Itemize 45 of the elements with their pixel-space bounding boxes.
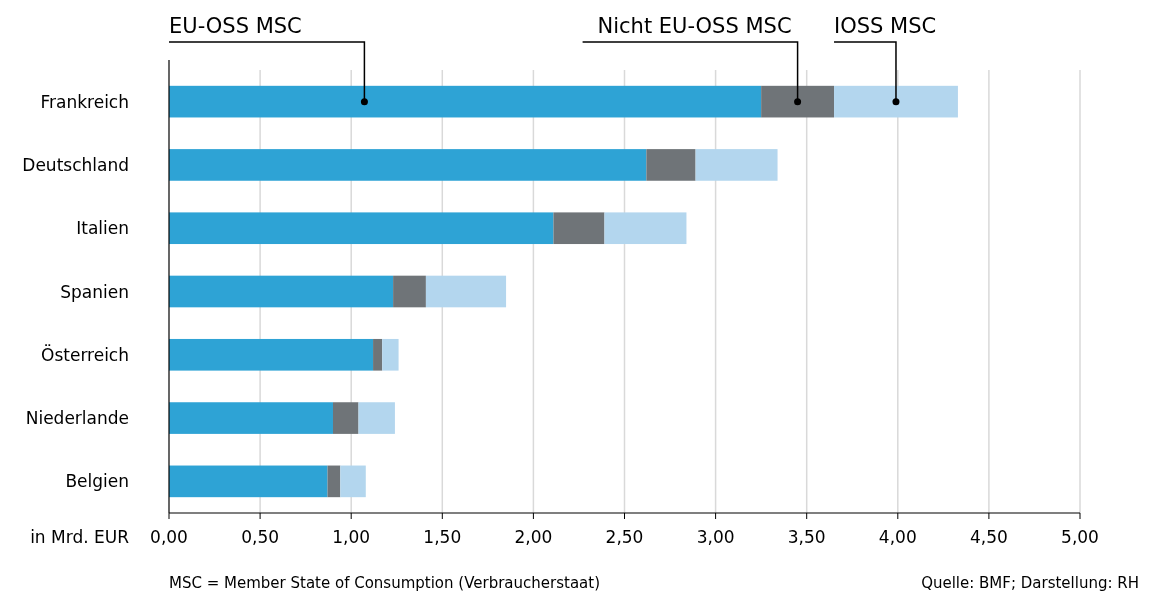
bar [604,212,687,245]
text: EU-OSS MSC [169,14,302,38]
y-tick-label: Italien [76,218,129,239]
bar [169,338,374,371]
x-axis-title: in Mrd. EUR [30,527,130,547]
x-tick-label: 1,50 [423,527,462,547]
bar [695,149,778,181]
bar [834,85,958,118]
bar [169,149,647,181]
bar [332,402,359,434]
bar [646,149,696,181]
bar [327,465,341,498]
x-tick-label: 5,00 [1061,527,1099,547]
x-tick-label: 1,00 [332,527,371,547]
bar [169,402,333,434]
bar [373,338,383,371]
y-tick-label: Deutschland [22,154,129,175]
bar [169,275,394,308]
x-tick-label: 2,50 [605,527,644,547]
bar [340,465,366,498]
x-tick-label: 4,00 [878,527,917,547]
x-tick-label: 2,00 [514,527,553,547]
source-note: Quelle: BMF; Darstellung: RH [921,574,1139,592]
bar [169,85,762,118]
bar [393,275,426,308]
bar [169,465,328,498]
bar [169,212,554,245]
bar [358,402,395,434]
y-tick-label: Niederlande [25,408,129,429]
text: IOSS MSC [834,14,937,38]
bar [425,275,507,308]
x-tick-label: 3,00 [696,527,735,547]
bar [553,212,605,245]
x-tick-label: 3,50 [787,527,826,547]
y-tick-label: Spanien [60,281,129,302]
bar [382,338,399,371]
text: Nicht EU-OSS MSC [597,14,792,38]
x-tick-label: 0,00 [150,527,188,547]
y-tick-label: Belgien [65,471,129,492]
x-tick-label: 4,50 [969,527,1008,547]
x-tick-label: 0,50 [241,527,280,547]
bar [761,85,835,118]
text: MSC = Member State of Consumption (Verbraucherstaat) [169,574,601,592]
y-tick-label: Frankreich [40,91,129,112]
y-tick-label: Österreich [41,343,129,365]
